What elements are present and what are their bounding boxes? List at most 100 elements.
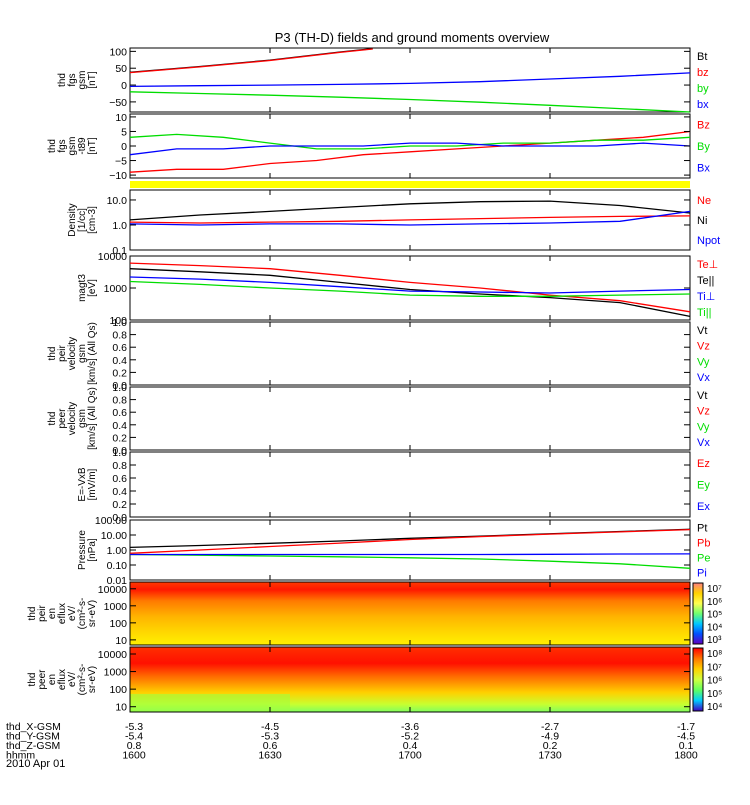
y-tick-label: 100.00 bbox=[95, 515, 127, 527]
x-axis-value: -5.3 bbox=[125, 721, 143, 733]
y-axis-label-line: [mV/m] bbox=[87, 468, 98, 500]
peer_vel-ylabel: thd peer velocity gsm [km/s] (All Qs) bbox=[47, 387, 98, 450]
y-axis-label-line: Pressure bbox=[77, 530, 88, 570]
x-axis-value: 0.6 bbox=[263, 740, 278, 752]
y-tick-label: 0.2 bbox=[112, 432, 127, 444]
y-axis-label-line: gsm bbox=[67, 137, 78, 156]
y-axis-label-line: thd bbox=[27, 607, 38, 621]
series-line-Bx bbox=[129, 142, 691, 156]
y-tick-label: 100 bbox=[109, 684, 127, 696]
y-tick-label: −10 bbox=[109, 170, 127, 182]
colorbar-tick-label: 10⁶ bbox=[707, 676, 722, 687]
legend-entry: By bbox=[697, 141, 710, 153]
y-tick-label: 1.0 bbox=[112, 317, 127, 329]
x-axis-value: 1630 bbox=[258, 750, 282, 762]
y-axis-label-line: [km/s] (All Qs) bbox=[87, 387, 98, 450]
y-tick-label: 0.01 bbox=[107, 575, 128, 587]
fgs_dsg-ylabel: thd fgs gsm -t89 [nT] bbox=[47, 137, 98, 156]
y-axis-label-line: fgs bbox=[57, 139, 68, 152]
y-axis-label-line: eV/ bbox=[67, 672, 78, 687]
y-tick-label: 0.0 bbox=[112, 512, 127, 524]
y-tick-label: 10000 bbox=[98, 649, 127, 661]
y-axis-label-line: velocity bbox=[67, 402, 78, 435]
y-tick-label: 0.0 bbox=[112, 380, 127, 392]
y-tick-label: 0.6 bbox=[112, 473, 127, 485]
legend-entry: by bbox=[697, 83, 709, 95]
spectrogram-lowenergy-patch bbox=[130, 694, 290, 712]
series-line-Ne bbox=[129, 215, 691, 224]
colorbar-tick-label: 10⁴ bbox=[707, 702, 722, 713]
legend-entry: Ne bbox=[697, 195, 711, 207]
x-axis-value: 0.4 bbox=[403, 740, 418, 752]
y-tick-label: 10 bbox=[115, 702, 127, 714]
y-tick-label: 10.00 bbox=[101, 530, 127, 542]
legend-entry: bz bbox=[697, 67, 709, 79]
x-axis-row-label: thd_Z-GSM bbox=[6, 740, 60, 752]
x-axis-value: -4.5 bbox=[261, 721, 279, 733]
series-line-Ti|| bbox=[129, 280, 691, 297]
y-axis-label-line: [nT] bbox=[87, 71, 98, 88]
x-axis-value: 1600 bbox=[122, 750, 146, 762]
y-tick-label: 100 bbox=[109, 315, 127, 327]
colorbar-tick-label: 10⁵ bbox=[707, 689, 722, 700]
colorbar-tick-label: 10⁷ bbox=[707, 584, 722, 595]
y-tick-label: 0.4 bbox=[112, 420, 127, 432]
series-line-Te|| bbox=[129, 268, 691, 318]
y-tick-label: 10 bbox=[115, 635, 127, 647]
legend-entry: Te⊥ bbox=[697, 259, 718, 271]
y-axis-label-line: en bbox=[47, 608, 58, 619]
y-tick-label: 1.0 bbox=[112, 382, 127, 394]
legend-entry: Vz bbox=[697, 341, 710, 353]
x-axis-value: -4.5 bbox=[677, 731, 695, 743]
y-axis-label-line: fgs bbox=[67, 73, 78, 86]
y-tick-label: 5 bbox=[121, 126, 127, 138]
y-tick-label: 0.8 bbox=[112, 330, 127, 342]
y-axis-label-line: eflux bbox=[57, 603, 68, 624]
temp-ylabel: magt3 [eV] bbox=[77, 274, 98, 302]
legend-entry: Vt bbox=[697, 390, 707, 402]
efield-ylabel: E=-VxB [mV/m] bbox=[77, 467, 98, 502]
y-tick-label: 10000 bbox=[98, 251, 127, 263]
data-flag-bar bbox=[130, 181, 690, 188]
y-axis-label-line: peer bbox=[37, 669, 48, 690]
y-tick-label: −5 bbox=[115, 156, 127, 168]
legend-entry: Bz bbox=[697, 120, 710, 132]
x-axis-value: 0.8 bbox=[127, 740, 142, 752]
series-line-Npot bbox=[129, 210, 691, 226]
series-line-by bbox=[129, 91, 691, 113]
chart-title: P3 (TH-D) fields and ground moments over… bbox=[275, 30, 550, 45]
y-tick-label: 0.10 bbox=[107, 560, 128, 572]
y-axis-label-line: sr-eV) bbox=[87, 600, 98, 627]
series-line-Ti⊥ bbox=[129, 276, 691, 294]
y-axis-label-line: E=-VxB bbox=[77, 467, 88, 502]
y-axis-label-line: gsm bbox=[77, 409, 88, 428]
y-axis-label-line: peir bbox=[37, 604, 48, 621]
y-tick-label: 100 bbox=[109, 46, 127, 58]
x-axis-value: -4.9 bbox=[541, 731, 559, 743]
x-axis-row-label: thd_Y-GSM bbox=[6, 731, 60, 743]
x-axis-value: 1730 bbox=[538, 750, 562, 762]
peir_spec-ylabel: thd peir en eflux eV/(cm²-s-sr-eV) bbox=[27, 598, 98, 630]
y-axis-label-line: [nT] bbox=[87, 137, 98, 154]
legend-entry: Ez bbox=[697, 458, 710, 470]
y-axis-label-line: thd bbox=[57, 73, 68, 87]
x-axis-row-label: hhmm bbox=[6, 750, 35, 762]
y-tick-label: 0.4 bbox=[112, 355, 127, 367]
y-axis-label-line: gsm bbox=[77, 71, 88, 90]
peer_spec-ylabel: thd peer en eflux eV/(cm²-s-sr-eV) bbox=[27, 664, 98, 696]
legend-entry: Ni bbox=[697, 215, 707, 227]
y-axis-label-line: (cm²-s- bbox=[77, 664, 88, 696]
x-axis-value: -5.2 bbox=[401, 731, 419, 743]
y-tick-label: 1.0 bbox=[112, 220, 127, 232]
y-axis-label-line: -t89 bbox=[77, 137, 88, 155]
y-tick-label: 1.00 bbox=[107, 545, 128, 557]
legend-entry: Pt bbox=[697, 523, 707, 535]
x-axis-row-label: thd_X-GSM bbox=[6, 721, 61, 733]
peir_vel-ylabel: thd peir velocity gsm [km/s] (All Qs) bbox=[47, 322, 98, 385]
series-line-Bz bbox=[129, 130, 691, 173]
y-tick-label: 10.0 bbox=[107, 195, 128, 207]
legend-entry: Ti|| bbox=[697, 307, 711, 319]
